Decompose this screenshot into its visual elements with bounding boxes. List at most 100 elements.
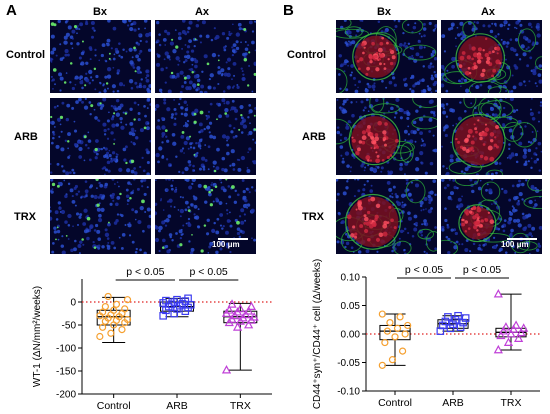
- x-tick-label: ARB: [166, 400, 188, 412]
- data-point: [162, 296, 170, 305]
- data-point: [446, 324, 455, 333]
- scale-bar-a-line: [218, 238, 248, 240]
- panel-b-col-bx: Bx: [376, 6, 392, 18]
- box-plot-a: -200 -150 -100 -50 0 WT-1 (ΔN/mm²/weeks) Contr…: [32, 266, 272, 412]
- y-tick-label: 0.10: [341, 273, 361, 284]
- micrograph-b-arb-bx: [336, 98, 437, 175]
- significance-label: p < 0.05: [463, 264, 501, 276]
- data-point: [123, 296, 132, 304]
- data-point: [227, 299, 237, 308]
- data-point: [511, 320, 521, 329]
- data-point: [396, 313, 404, 321]
- data-point: [232, 322, 243, 331]
- panel-a-row-trx: TRX: [14, 211, 36, 223]
- data-point: [121, 305, 129, 313]
- panel-b-row-arb: ARB: [302, 131, 326, 143]
- micrograph-b-control-ax: [441, 20, 542, 93]
- panel-b-row-control: Control: [287, 49, 327, 61]
- y-axis-label: CD44⁺syn⁺/CD44⁺ cell (Δ/weeks): [312, 259, 323, 409]
- data-point: [184, 294, 192, 303]
- data-point: [107, 329, 115, 337]
- data-point: [503, 337, 514, 346]
- panel-a-col-bx: Bx: [92, 6, 108, 18]
- micrograph-b-control-bx: [336, 20, 437, 93]
- data-point: [221, 365, 232, 374]
- significance-label: p < 0.05: [190, 266, 228, 278]
- x-tick-label: Control: [378, 397, 412, 409]
- micrograph-b-trx-bx: [336, 179, 437, 254]
- panel-a-row-arb: ARB: [14, 131, 38, 143]
- data-point: [96, 332, 104, 341]
- data-point: [99, 323, 107, 331]
- data-point: [513, 333, 524, 342]
- scale-bar-b-line: [507, 238, 537, 240]
- data-point: [498, 326, 509, 335]
- y-tick-label: -0.05: [337, 358, 360, 369]
- micrograph-a-control-bx: [50, 20, 151, 93]
- data-point: [224, 305, 234, 314]
- data-point: [244, 306, 254, 315]
- data-point: [461, 314, 470, 322]
- data-point: [118, 326, 126, 334]
- data-point: [99, 308, 107, 316]
- data-point: [110, 306, 118, 314]
- box-plot-b: -0.10 -0.05 0.00 0.05 0.10 CD44⁺syn⁺/CD44⁺ ce…: [312, 259, 540, 409]
- data-point: [493, 344, 503, 354]
- data-point: [383, 327, 391, 335]
- data-point: [378, 310, 386, 318]
- data-point: [444, 313, 452, 321]
- x-tick-label: TRX: [501, 397, 522, 409]
- data-point: [501, 322, 511, 331]
- panel-b-row-trx: TRX: [302, 211, 324, 223]
- scale-bar-b-label: 100 μm: [501, 240, 529, 249]
- micrograph-b-trx-ax: [441, 179, 542, 254]
- scale-bar-a-label: 100 μm: [212, 240, 240, 249]
- y-tick-label: -100: [56, 344, 76, 355]
- data-point: [391, 333, 399, 341]
- data-point: [399, 347, 407, 355]
- y-tick-label: 0.00: [341, 330, 361, 341]
- panel-b-col-ax: Ax: [480, 6, 496, 18]
- significance-label: p < 0.05: [405, 264, 443, 276]
- y-tick-label: 0.05: [341, 301, 361, 312]
- data-point: [516, 327, 526, 337]
- panel-a-row-control: Control: [6, 49, 46, 61]
- data-point: [401, 330, 409, 338]
- data-point: [244, 319, 254, 329]
- data-point: [246, 301, 257, 310]
- y-tick-label: 0: [70, 298, 76, 309]
- data-point: [378, 361, 386, 369]
- data-point: [508, 324, 519, 333]
- y-tick-label: -0.10: [337, 387, 360, 398]
- data-point: [456, 323, 465, 331]
- significance-label: p < 0.05: [126, 266, 164, 278]
- x-tick-label: ARB: [442, 397, 464, 409]
- y-tick-label: -50: [62, 321, 77, 332]
- data-point: [454, 311, 462, 320]
- data-point: [439, 321, 447, 330]
- data-point: [173, 295, 181, 304]
- data-point: [249, 312, 259, 321]
- data-point: [441, 317, 450, 326]
- micrograph-b-arb-ax: [441, 98, 542, 175]
- data-point: [388, 356, 397, 364]
- data-point: [404, 321, 412, 330]
- data-point: [459, 318, 467, 327]
- panel-a-letter: A: [6, 2, 17, 19]
- micrograph-a-arb-bx: [50, 98, 151, 175]
- micrograph-a-trx-bx: [50, 179, 151, 254]
- y-tick-label: -200: [56, 390, 76, 401]
- panel-b-letter: B: [283, 2, 294, 19]
- y-tick-label: -150: [56, 367, 76, 378]
- x-tick-label: Control: [97, 400, 131, 412]
- data-point: [519, 323, 529, 332]
- data-point: [123, 315, 132, 324]
- data-point: [104, 292, 112, 301]
- data-point: [493, 289, 503, 298]
- panel-a-col-ax: Ax: [194, 6, 210, 18]
- data-point: [235, 303, 245, 313]
- data-point: [386, 319, 394, 327]
- micrograph-a-arb-ax: [155, 98, 256, 175]
- data-point: [506, 328, 516, 338]
